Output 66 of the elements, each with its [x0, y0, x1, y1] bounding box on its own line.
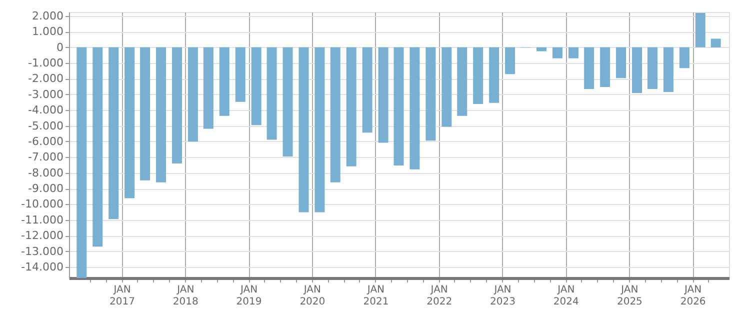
x-tick-label: JAN 2022: [426, 284, 452, 308]
y-tick-label: -6.000: [28, 134, 64, 148]
y-tick-label: -9.000: [28, 182, 64, 196]
bar: [695, 12, 706, 48]
bar: [92, 47, 103, 247]
bar: [314, 47, 325, 212]
y-tick-label: 1.000: [32, 25, 64, 38]
x-tick-label: JAN 2019: [236, 284, 262, 308]
x-tick-label: JAN 2017: [110, 284, 135, 308]
x-tick-label: JAN 2026: [680, 284, 706, 308]
bar: [235, 47, 246, 102]
x-tick-label: JAN 2021: [363, 284, 389, 308]
bar: [647, 47, 658, 90]
bar: [442, 47, 452, 127]
bar: [362, 47, 372, 133]
bar: [394, 47, 404, 166]
y-tick-label: -3.000: [28, 88, 64, 101]
bar: [266, 47, 277, 140]
bar: [616, 47, 626, 78]
y-tick-label: -4.000: [28, 104, 64, 117]
y-tick-label: -2.000: [28, 72, 64, 86]
bar: [568, 47, 578, 58]
y-tick-label: -5.000: [28, 119, 64, 132]
bar: [663, 47, 674, 92]
y-tick-label: -12.000: [21, 229, 64, 242]
bar: [330, 47, 340, 182]
bar: [124, 47, 135, 198]
bar: [76, 47, 87, 278]
bar: [188, 47, 198, 142]
x-tick-label: JAN 2023: [490, 284, 516, 308]
bar: [426, 47, 436, 141]
y-tick-label: -14.000: [21, 260, 64, 274]
bar: [552, 47, 562, 58]
bar: [156, 47, 166, 182]
bar: [489, 47, 500, 103]
bar: [457, 47, 468, 116]
x-tick-label: JAN 2025: [616, 284, 642, 308]
bar: [410, 47, 420, 170]
bar: [600, 47, 610, 88]
bar: [203, 47, 214, 129]
bar: [298, 47, 309, 212]
y-tick-label: -8.000: [28, 166, 64, 180]
bar: [108, 47, 119, 220]
bar: [584, 47, 594, 90]
bar: [251, 47, 262, 126]
y-tick-label: -13.000: [21, 244, 64, 258]
x-tick-label: JAN 2020: [300, 284, 326, 308]
bar: [505, 47, 516, 74]
bar: [632, 47, 642, 93]
bar: [346, 47, 356, 166]
y-tick-label: -11.000: [21, 213, 64, 226]
bar: [710, 38, 721, 48]
y-tick-label: -7.000: [28, 150, 64, 164]
y-tick-label: 0: [56, 40, 64, 54]
bar: [282, 47, 293, 157]
bar: [140, 47, 150, 180]
bar: [172, 47, 182, 164]
bar: [473, 47, 484, 104]
y-tick-label: -10.000: [21, 198, 64, 211]
y-tick-label: -1.000: [28, 56, 64, 70]
x-tick-label: JAN 2024: [553, 284, 579, 308]
bar: [378, 47, 388, 143]
bar: [679, 47, 690, 68]
bar: [219, 47, 230, 116]
x-tick-label: JAN 2018: [172, 284, 198, 308]
y-tick-label: 2.000: [32, 9, 64, 22]
